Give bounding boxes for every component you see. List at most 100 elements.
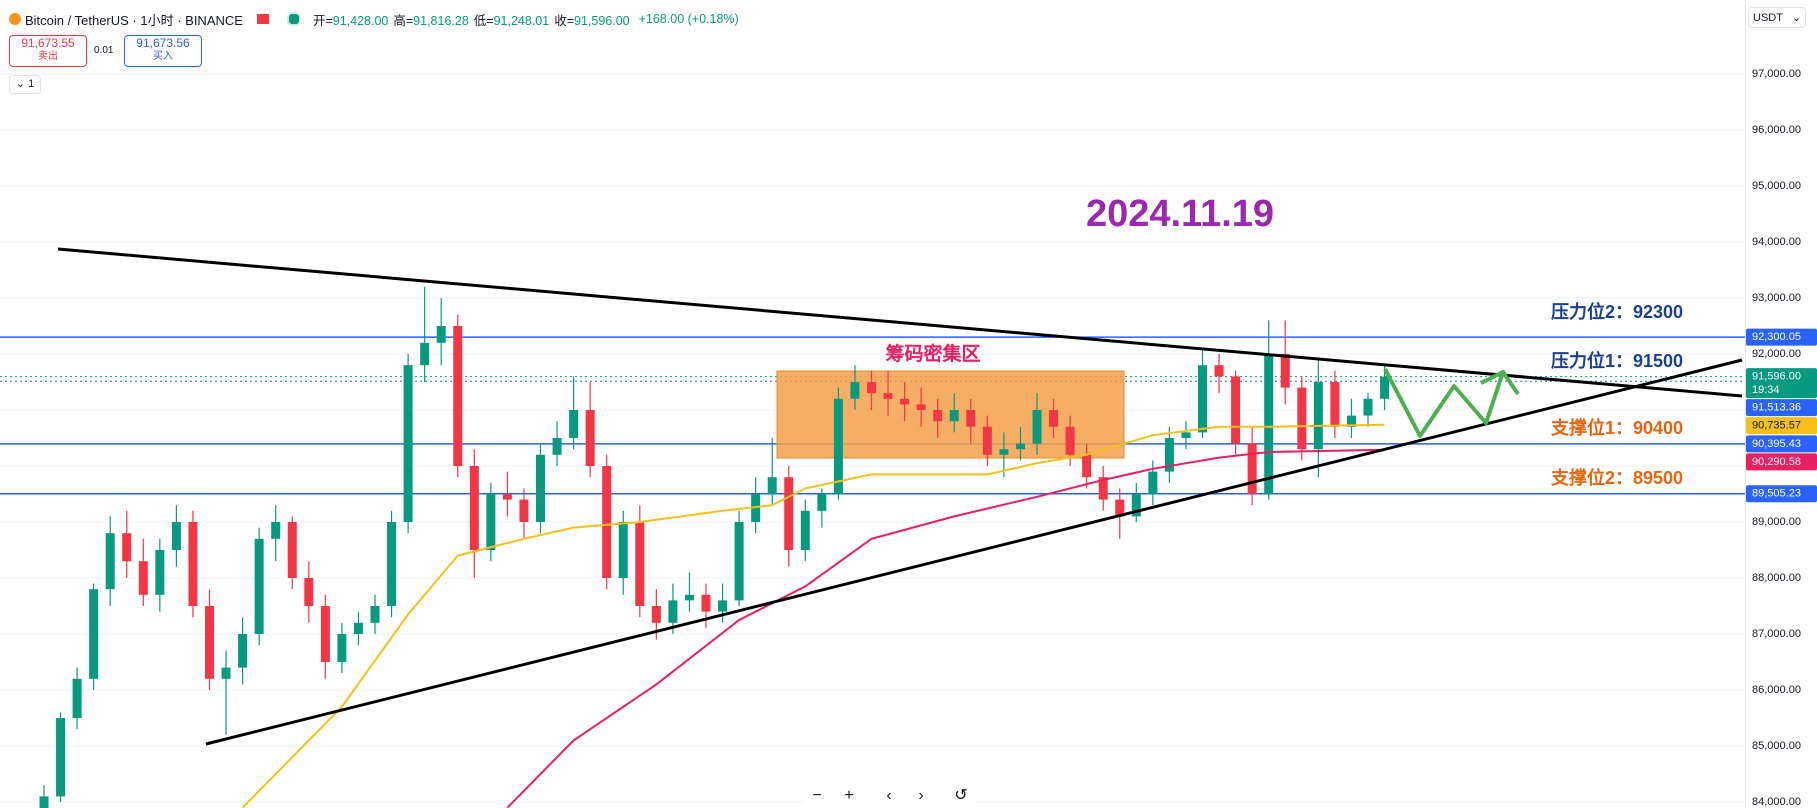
candle-body — [701, 594, 711, 612]
candle-body — [1115, 499, 1125, 517]
price-tag — [1746, 399, 1817, 417]
candle-body — [718, 600, 728, 612]
scroll-left[interactable]: ‹ — [886, 787, 892, 804]
ohlc-label: 低= — [473, 13, 494, 28]
candle-body — [56, 718, 66, 797]
scroll-right[interactable]: › — [918, 787, 924, 804]
candle-body — [883, 393, 893, 399]
price-tag-label: 90,395.43 — [1752, 438, 1801, 450]
price-tag-label: 91,513.36 — [1752, 402, 1801, 414]
level-notes: 压力位2：92300 压力位1：91500 支撑位1：90400 支撑位2：89500 — [1550, 301, 1683, 488]
candle-body — [387, 521, 397, 606]
price-tag-label: 90,290.58 — [1752, 456, 1801, 468]
candle-body — [552, 437, 562, 455]
symbol[interactable]: Bitcoin / TetherUS · 1小时 · BINANCE — [25, 12, 243, 28]
candle-body — [800, 510, 810, 550]
candle-body — [138, 561, 148, 595]
price-tag — [1746, 417, 1817, 435]
candle-body — [486, 493, 496, 550]
candle-body — [618, 521, 628, 578]
candle-body — [602, 465, 612, 578]
y-tick-label: 94,000.00 — [1752, 236, 1801, 248]
change: +168.00 (+0.18%) — [638, 12, 739, 26]
candle-body — [684, 594, 694, 601]
currency-select[interactable]: USDT ⌄ — [1748, 7, 1806, 28]
y-tick-label: 86,000.00 — [1752, 684, 1801, 696]
currency: USDT — [1753, 12, 1783, 24]
candle-body — [784, 477, 794, 550]
candle-body — [1015, 443, 1025, 450]
candle-body — [1198, 365, 1207, 433]
zone-label: 筹码密集区 — [885, 342, 980, 365]
sell-price: 91,673.55 — [21, 36, 75, 50]
candle-body — [39, 796, 49, 808]
candle-body — [536, 454, 545, 522]
buy-button[interactable]: 91,673.56 买入 — [124, 35, 202, 67]
sell-button[interactable]: 91,673.55 卖出 — [9, 35, 87, 67]
buy-label: 买入 — [153, 51, 173, 62]
zoom-out[interactable]: − — [812, 787, 822, 804]
toolbar: − + ‹ › ↺ — [804, 786, 974, 806]
y-tick-label: 88,000.00 — [1752, 572, 1801, 584]
candle-body — [1313, 381, 1323, 450]
ohlc-value: 91,248.01 — [493, 13, 550, 28]
candle-body — [1264, 353, 1274, 494]
price-tag-label: 92,300.05 — [1752, 331, 1801, 343]
candle-body — [1148, 471, 1158, 494]
candle-body — [1214, 365, 1224, 377]
candle-body — [171, 521, 181, 550]
candle-body — [734, 521, 744, 601]
projection-path — [1383, 368, 1505, 438]
zoom-in[interactable]: + — [844, 787, 854, 804]
ohlc-label: 开= — [312, 13, 333, 28]
projection-arrow — [1480, 370, 1520, 396]
y-tick-label: 92,000.00 — [1752, 348, 1801, 360]
sell-label: 卖出 — [38, 51, 58, 62]
interval-badge[interactable]: ⌄ 1 — [9, 75, 41, 94]
candle-body — [370, 606, 380, 623]
candle-body — [72, 678, 82, 719]
price-tag — [1746, 368, 1817, 399]
candle-body — [304, 577, 314, 606]
buy-price: 91,673.56 — [136, 36, 190, 50]
candle-body — [867, 381, 876, 394]
candle-body — [850, 381, 860, 399]
candle-body — [1181, 432, 1191, 438]
candle-body — [1164, 437, 1174, 472]
candle-body — [337, 634, 347, 663]
y-tick-label: 96,000.00 — [1752, 124, 1801, 136]
candle-body — [1363, 398, 1373, 416]
reset[interactable]: ↺ — [954, 787, 968, 804]
candle-body — [105, 533, 115, 590]
ohlc-value: 91,816.28 — [413, 13, 469, 28]
candle-body — [89, 589, 99, 679]
ohlc-value: 91,596.00 — [574, 13, 630, 28]
price-tag — [1746, 328, 1817, 346]
candle-body — [585, 409, 595, 466]
candle-body — [403, 365, 413, 522]
candle-body — [353, 622, 363, 635]
candle-body — [767, 477, 777, 494]
candle-body — [188, 521, 198, 606]
price-tag-label: 90,735.57 — [1752, 420, 1801, 432]
candle-body — [469, 465, 479, 550]
candle-body — [651, 606, 661, 623]
coin-logo — [9, 13, 21, 25]
ohlc: 开=91,428.00 高=91,816.28 低=91,248.01 收=91,59… — [313, 10, 635, 29]
candle-body — [221, 667, 231, 679]
candle-body — [254, 538, 264, 635]
candle-body — [569, 409, 579, 438]
marks — [39, 286, 1390, 808]
y-tick-label: 97,000.00 — [1752, 68, 1801, 80]
candle-body — [122, 533, 132, 562]
candle-body — [900, 398, 910, 405]
y-tick-label: 85,000.00 — [1752, 740, 1801, 752]
candle-body — [949, 409, 959, 422]
candle-body — [817, 493, 827, 511]
candle-body — [320, 606, 330, 663]
ohlc-value: 91,428.00 — [332, 13, 389, 28]
flag-icon[interactable] — [256, 14, 269, 24]
date-annotation: 2024.11.19 — [1086, 193, 1274, 235]
candle-body — [1032, 409, 1042, 444]
